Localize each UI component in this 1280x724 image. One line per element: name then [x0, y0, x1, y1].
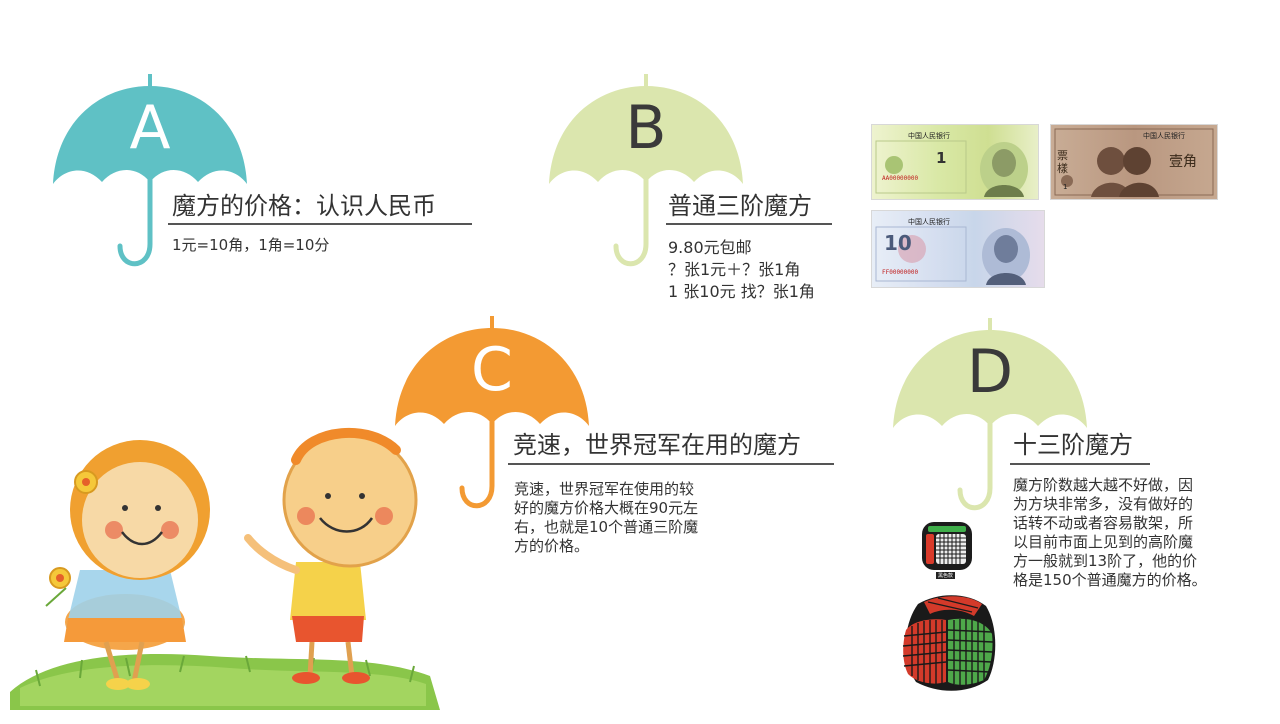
umbrella-c-icon: C [392, 314, 592, 514]
section-d-heading: 十三阶魔方 [1013, 431, 1133, 459]
umbrella-a-shape [53, 74, 247, 267]
section-a-heading: 魔方的价格：认识人民币 [172, 192, 436, 220]
ten-yuan-amount: 10 [884, 231, 912, 255]
section-a-line: 1元=10角，1角=10分 [172, 236, 330, 254]
section-b-line-1: 9.80元包邮 [668, 238, 752, 257]
ten-yuan-serial: FF00000000 [882, 269, 919, 276]
section-b-heading: 普通三阶魔方 [668, 192, 812, 220]
section-d-line-6: 格是150个普通魔方的价格。 [1013, 571, 1207, 589]
umbrella-b-icon: B [546, 72, 746, 272]
section-d-line-4: 以目前市面上见到的高阶魔 [1013, 533, 1194, 551]
section-c-letter: C [471, 335, 513, 405]
section-a-letter: A [129, 93, 171, 163]
umbrella-c-shape [395, 316, 589, 509]
section-d-line-2: 为方块非常多，没有做好的 [1013, 495, 1194, 513]
section-c-line-1: 竞速，世界冠军在使用的较 [514, 480, 695, 498]
section-d-line-3: 话转不动或者容易散架，所 [1013, 514, 1194, 532]
section-c-text: 竞速，世界冠军在使用的较 好的魔方价格大概在90元左 右，也就是10个普通三阶魔… [514, 480, 698, 556]
umbrella-b-shape [549, 74, 743, 267]
section-d-line-5: 方一般就到13阶了，他的价 [1013, 552, 1198, 570]
section-b-letter: B [625, 93, 667, 163]
section-c-line-3: 右，也就是10个普通三阶魔 [514, 518, 699, 536]
section-d-line-1: 魔方阶数越大越不好做，因 [1013, 476, 1194, 494]
umbrella-a-icon: A [50, 72, 250, 272]
section-c-line-2: 好的魔方价格大概在90元左 [514, 499, 699, 517]
one-yuan-banknote: 中国人民银行 1 AA00000000 [871, 124, 1039, 200]
big-cube-image [898, 590, 998, 696]
section-d-text: 魔方阶数越大越不好做，因 为方块非常多，没有做好的 话转不动或者容易散架，所 以… [1013, 476, 1207, 590]
ten-yuan-banknote: 中国人民银行 10 FF00000000 [871, 210, 1045, 288]
small-cube-image: 黑色款 [918, 520, 976, 579]
section-b-text: 9.80元包邮 ？张1元＋？张1角 1 张10元 找？张1角 [668, 237, 815, 303]
cube-label: 黑色款 [936, 572, 956, 579]
section-b-line-3: 1 张10元 找？张1角 [668, 282, 815, 301]
kids-illustration [10, 420, 450, 720]
section-c-heading: 竞速，世界冠军在用的魔方 [513, 431, 801, 459]
one-yuan-serial: AA00000000 [882, 175, 919, 182]
section-b-line-2: ？张1元＋？张1角 [668, 260, 801, 279]
one-jiao-amount: 1 [1063, 183, 1068, 191]
umbrella-d-shape [893, 318, 1087, 511]
one-jiao-banknote: 中国人民银行 票樣 壹角 1 [1050, 124, 1218, 200]
umbrella-d-icon: D [890, 316, 1090, 516]
one-jiao-cn-amount: 壹角 [1169, 154, 1197, 170]
section-a-underline [168, 223, 472, 225]
section-d-underline [1010, 463, 1150, 465]
section-b-underline [666, 223, 832, 225]
section-d-letter: D [966, 337, 1014, 407]
one-yuan-bank-name: 中国人民银行 [908, 132, 950, 140]
one-yuan-amount: 1 [936, 149, 947, 167]
section-a-text: 1元=10角，1角=10分 [172, 236, 329, 255]
ten-yuan-bank-name: 中国人民银行 [908, 218, 950, 226]
one-jiao-bank-name: 中国人民银行 [1143, 132, 1185, 140]
one-jiao-stamp: 票樣 [1057, 149, 1068, 175]
section-c-line-4: 方的价格。 [514, 537, 590, 555]
section-c-underline [508, 463, 834, 465]
